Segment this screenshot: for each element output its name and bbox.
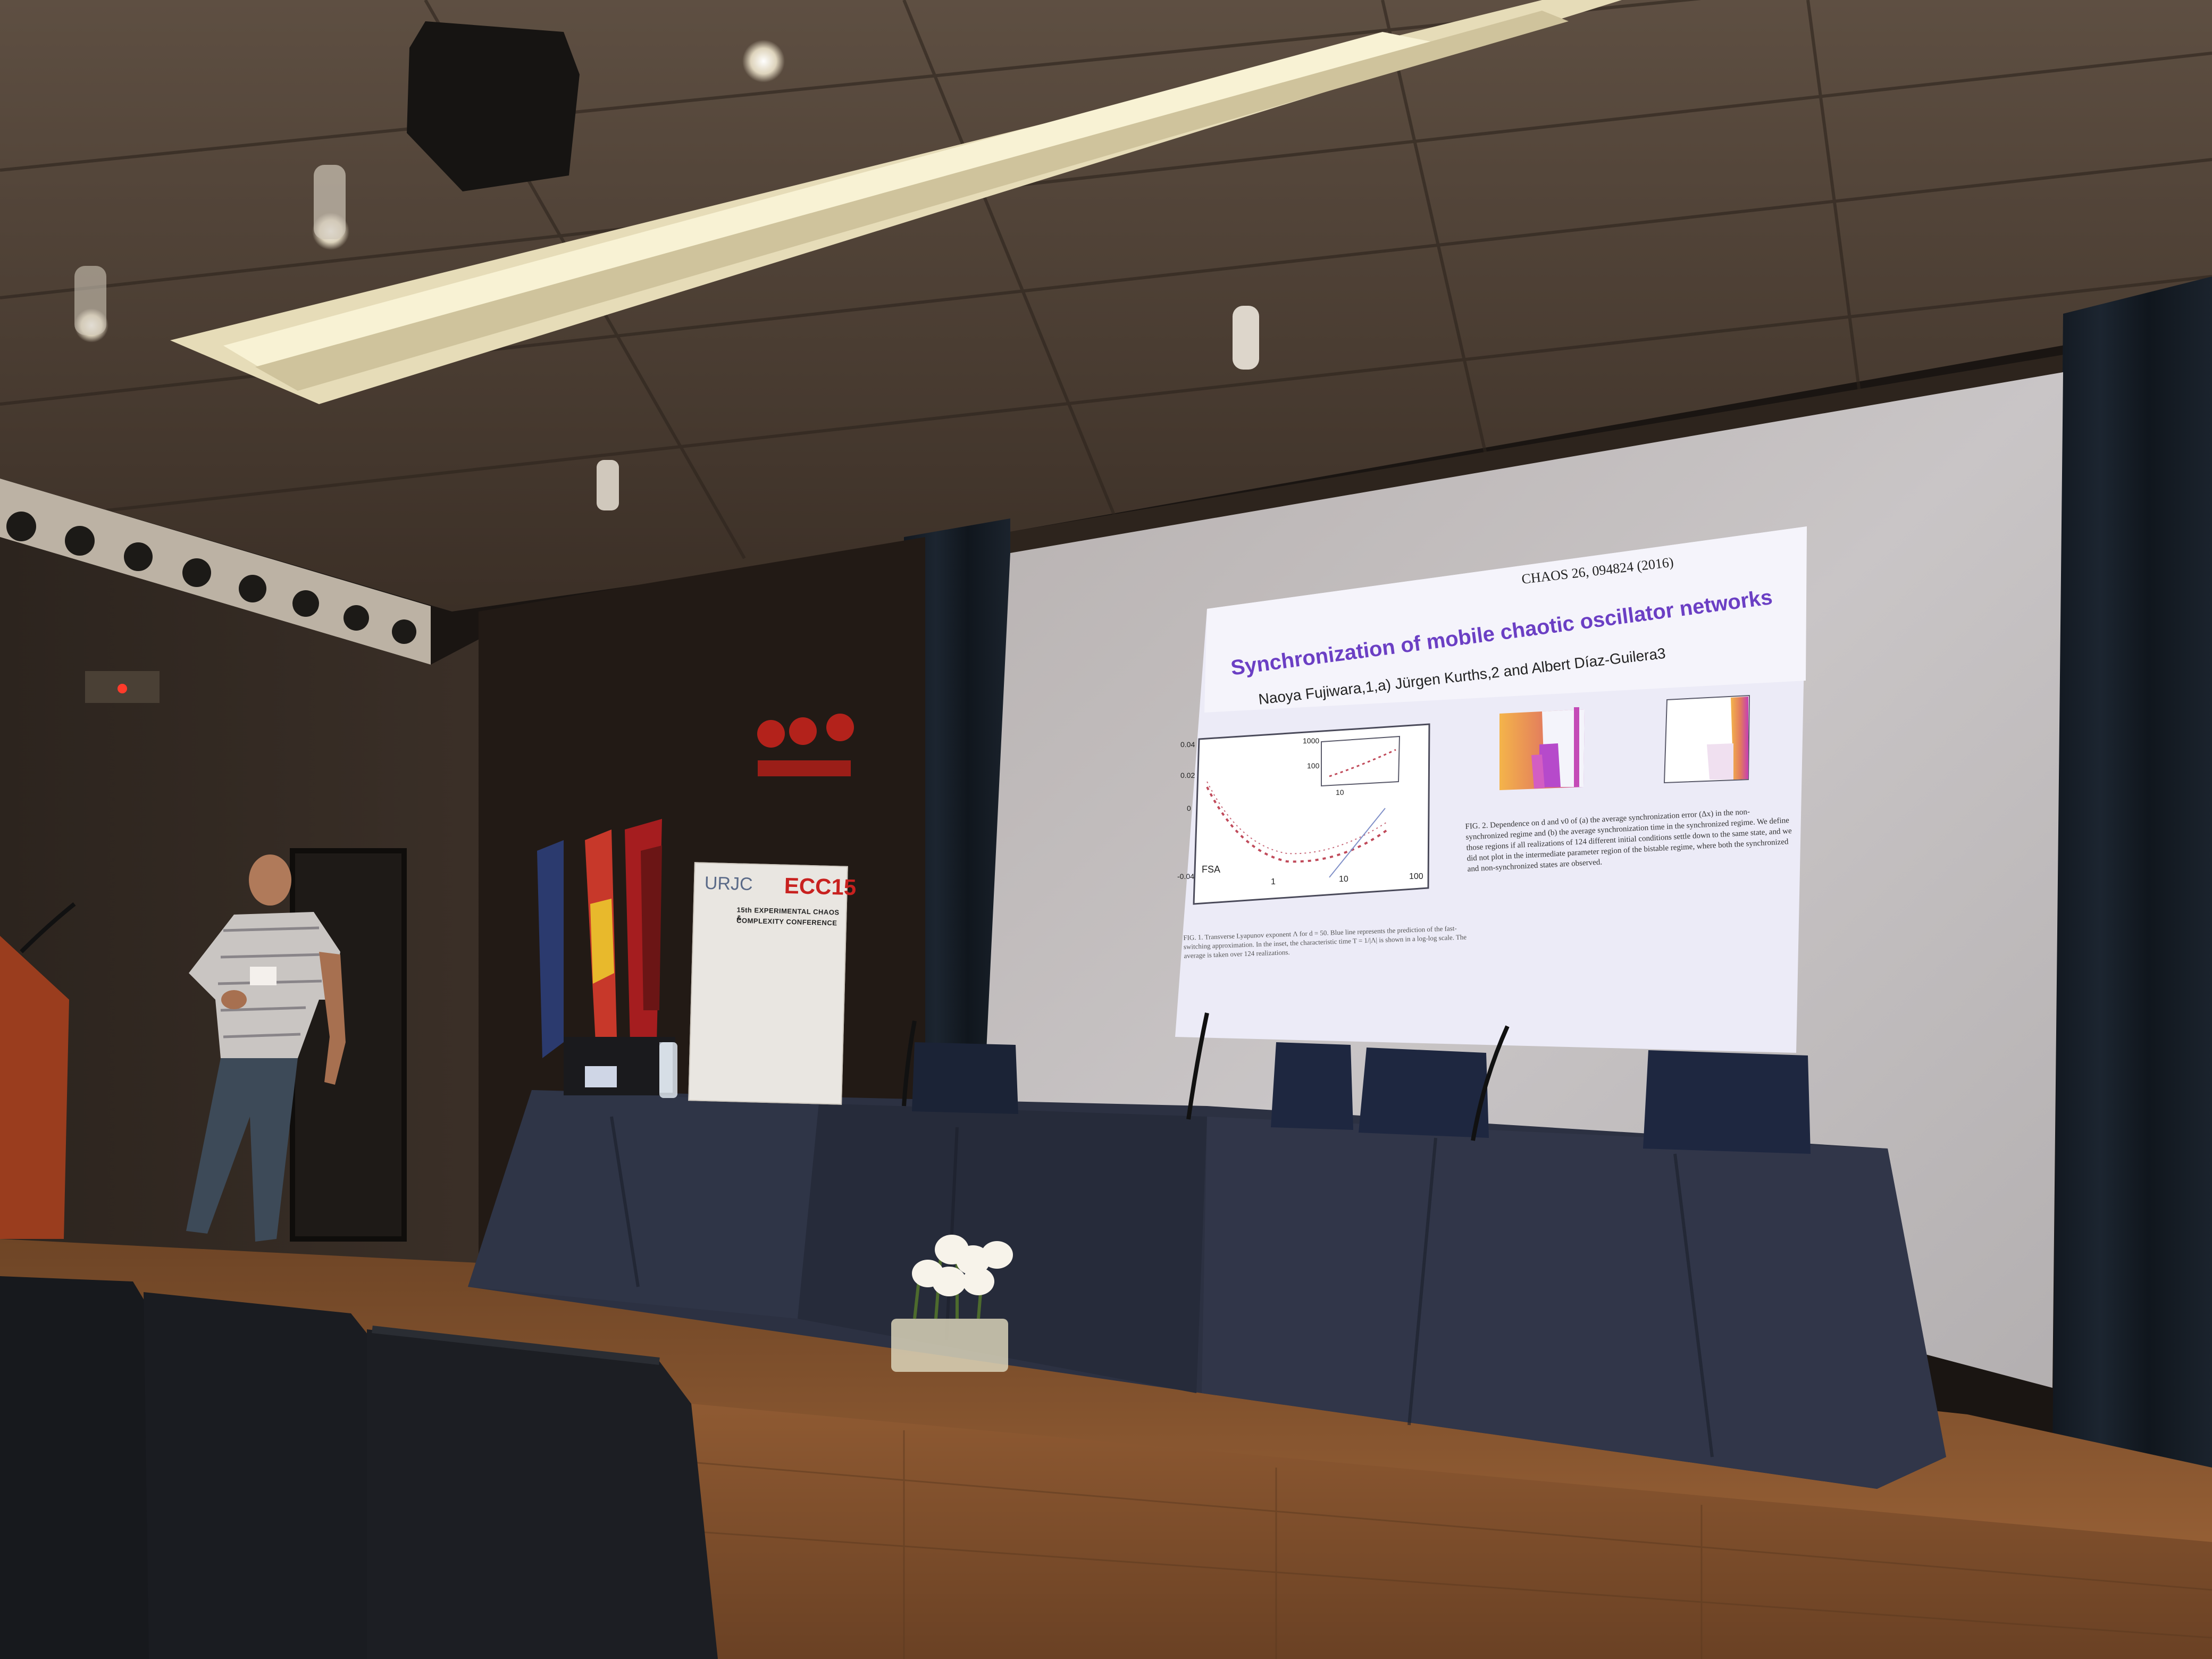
microphones xyxy=(20,902,1510,1141)
figure2-heatmaps xyxy=(1499,694,1750,790)
presenter xyxy=(186,854,346,1242)
banner-logo-right: ECC15 xyxy=(784,873,857,900)
curtain-right xyxy=(2052,276,2212,1478)
wall-vent-row xyxy=(0,479,431,665)
laptop xyxy=(564,1037,675,1095)
banner-logo-left: URJC xyxy=(704,873,753,895)
screen-header-wall xyxy=(1010,330,2212,553)
audience-seats xyxy=(0,1276,718,1659)
door xyxy=(290,848,407,1242)
figure1-plot xyxy=(1193,723,1430,905)
ceiling-speaker xyxy=(407,21,580,191)
panel-table xyxy=(468,1090,1946,1489)
spotlight-icons xyxy=(74,40,1259,510)
panel-chairs xyxy=(912,1042,1811,1154)
podium xyxy=(0,936,69,1239)
water-bottle xyxy=(659,1042,677,1098)
ceiling-light-panel xyxy=(170,0,1622,404)
conference-banner: URJC ECC15 15th EXPERIMENTAL CHAOS & COM… xyxy=(688,862,857,1105)
stage xyxy=(0,1239,2212,1659)
flower-vase xyxy=(891,1235,1013,1372)
flags xyxy=(537,819,662,1058)
university-emblem xyxy=(757,714,854,776)
